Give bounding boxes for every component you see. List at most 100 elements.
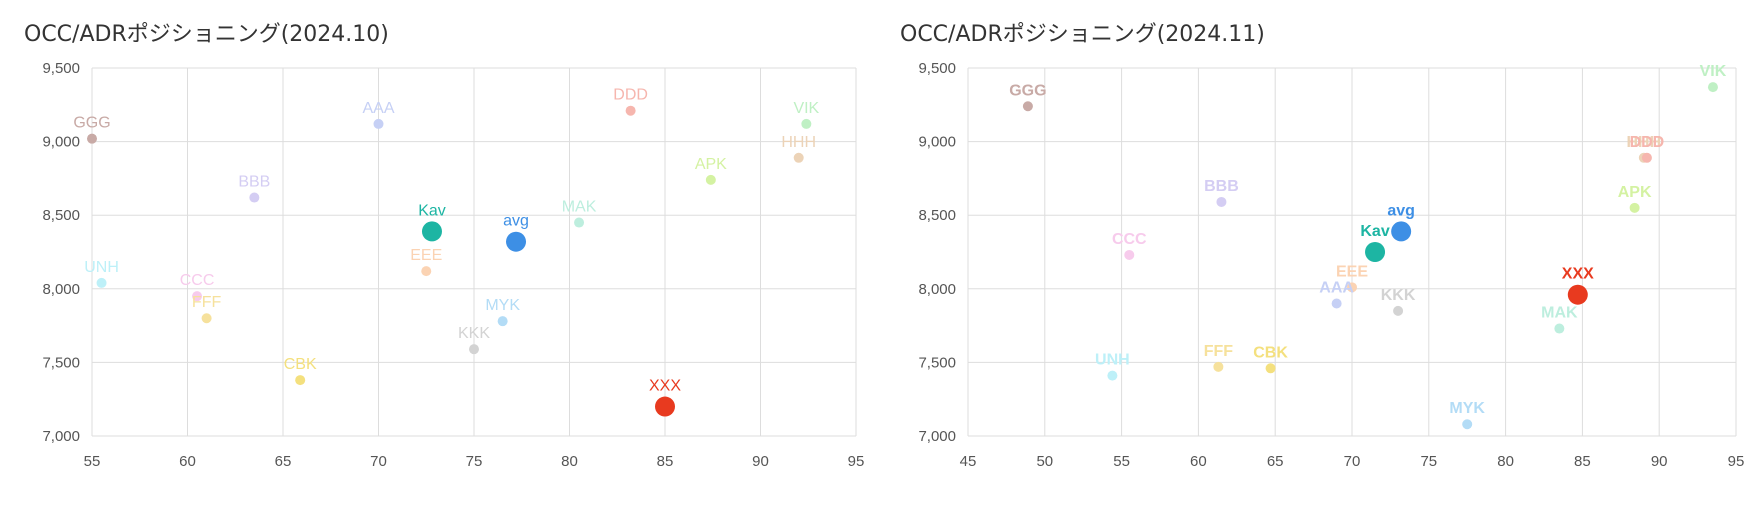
point-label-eee: EEE <box>410 247 442 264</box>
point-eee[interactable] <box>421 266 432 277</box>
x-tick-label: 60 <box>1190 453 1207 470</box>
point-fff[interactable] <box>1213 361 1224 372</box>
point-ddd[interactable] <box>1641 152 1652 163</box>
point-label-ddd: DDD <box>613 87 648 104</box>
point-apk[interactable] <box>1629 202 1640 213</box>
x-tick-label: 70 <box>370 453 387 470</box>
x-tick-label: 75 <box>466 453 483 470</box>
y-tick-label: 8,000 <box>918 281 956 298</box>
point-label-vik: VIK <box>1700 63 1727 80</box>
point-vik[interactable] <box>801 118 812 129</box>
point-aaa[interactable] <box>1331 298 1342 309</box>
point-unh[interactable] <box>96 277 107 288</box>
point-label-avg: avg <box>503 213 529 230</box>
y-tick-label: 8,500 <box>42 207 80 224</box>
point-myk[interactable] <box>497 316 508 327</box>
grid-oct <box>91 67 857 437</box>
point-label-unh: UNH <box>1095 352 1130 369</box>
x-tick-label: 55 <box>84 453 101 470</box>
point-label-bbb: BBB <box>238 174 270 191</box>
point-kav[interactable] <box>421 221 442 242</box>
point-avg[interactable] <box>506 231 527 252</box>
point-cbk[interactable] <box>1265 363 1276 374</box>
point-label-fff: FFF <box>1204 343 1234 360</box>
point-ccc[interactable] <box>1124 249 1135 260</box>
x-tick-label: 80 <box>1497 453 1514 470</box>
point-aaa[interactable] <box>373 118 384 129</box>
point-label-fff: FFF <box>192 294 222 311</box>
point-label-ddd: DDD <box>1630 134 1665 151</box>
point-mak[interactable] <box>574 217 585 228</box>
point-label-kav: Kav <box>1360 223 1389 240</box>
point-vik[interactable] <box>1707 82 1718 93</box>
point-bbb[interactable] <box>1216 196 1227 207</box>
point-apk[interactable] <box>705 174 716 185</box>
point-label-cbk: CBK <box>284 356 317 373</box>
x-tick-label: 90 <box>1651 453 1668 470</box>
point-label-hhh: HHH <box>781 134 816 151</box>
point-unh[interactable] <box>1107 370 1118 381</box>
x-tick-label: 85 <box>657 453 674 470</box>
chart-panel-oct: OCC/ADRポジショニング(2024.10) 55 60 65 70 75 80 85 90… <box>0 0 870 517</box>
chart-title-oct: OCC/ADRポジショニング(2024.10) <box>24 22 389 47</box>
y-tick-label: 7,000 <box>42 428 80 445</box>
x-tick-label: 80 <box>561 453 578 470</box>
x-tick-label: 60 <box>179 453 196 470</box>
point-label-ggg: GGG <box>1009 82 1046 99</box>
point-mak[interactable] <box>1554 323 1565 334</box>
point-bbb[interactable] <box>249 192 260 203</box>
point-label-kkk: KKK <box>458 325 490 342</box>
point-eee[interactable] <box>1347 282 1357 293</box>
point-xxx[interactable] <box>1567 284 1588 305</box>
point-label-cbk: CBK <box>1253 344 1288 361</box>
y-tick-label: 7,500 <box>918 354 956 371</box>
scatter-chart-nov: 45 50 55 60 65 70 75 80 85 90 95 9,500 9,000 8,500 8,0… <box>918 60 1744 470</box>
point-ddd[interactable] <box>625 105 636 116</box>
point-label-avg: avg <box>1387 202 1415 219</box>
point-label-kav: Kav <box>418 202 446 219</box>
point-label-mak: MAK <box>562 199 597 216</box>
point-kav[interactable] <box>1365 242 1386 262</box>
points-oct: GGG AAA DDD VIK HHH APK BBB MAK Kav avg EEE UNH CCC F… <box>73 87 820 417</box>
point-label-ccc: CCC <box>1112 231 1147 248</box>
grid-nov <box>967 67 1737 437</box>
point-kkk[interactable] <box>469 344 479 355</box>
point-myk[interactable] <box>1462 419 1473 430</box>
y-tick-label: 9,000 <box>42 134 80 151</box>
point-kkk[interactable] <box>1393 305 1404 316</box>
point-hhh[interactable] <box>793 152 804 163</box>
point-ggg[interactable] <box>87 133 97 144</box>
x-tick-label: 85 <box>1574 453 1591 470</box>
x-tick-label: 55 <box>1113 453 1130 470</box>
point-label-eee: EEE <box>1336 263 1368 280</box>
point-ccc[interactable] <box>192 291 203 302</box>
point-label-apk: APK <box>695 156 727 173</box>
point-label-xxx: XXX <box>649 378 681 395</box>
x-tick-label: 50 <box>1036 453 1053 470</box>
y-tick-label: 7,000 <box>918 428 956 445</box>
point-xxx[interactable] <box>655 396 675 417</box>
point-label-ccc: CCC <box>180 272 215 289</box>
point-label-aaa: AAA <box>1319 280 1354 297</box>
point-label-myk: MYK <box>1449 400 1485 417</box>
x-tick-label: 45 <box>960 453 977 470</box>
point-fff[interactable] <box>201 313 212 324</box>
y-tick-label: 9,500 <box>42 60 80 77</box>
x-tick-label: 70 <box>1344 453 1361 470</box>
point-avg[interactable] <box>1391 221 1412 242</box>
x-tick-label: 65 <box>1267 453 1284 470</box>
point-label-vik: VIK <box>793 100 819 117</box>
chart-title-nov: OCC/ADRポジショニング(2024.11) <box>900 22 1265 47</box>
x-tick-label: 95 <box>848 453 865 470</box>
x-tick-label: 65 <box>275 453 292 470</box>
y-tick-label: 8,000 <box>42 281 80 298</box>
point-ggg[interactable] <box>1022 101 1033 112</box>
y-tick-label: 7,500 <box>42 354 80 371</box>
scatter-chart-oct: 55 60 65 70 75 80 85 90 95 9,500 9,000 8,500 8,000 7,… <box>42 60 865 470</box>
chart-panel-nov: OCC/ADRポジショニング(2024.11) 45 50 55 60 65 70 75 80… <box>876 0 1764 517</box>
y-tick-label: 8,500 <box>918 207 956 224</box>
point-cbk[interactable] <box>295 375 306 386</box>
x-tick-label: 90 <box>752 453 769 470</box>
point-label-bbb: BBB <box>1204 178 1239 195</box>
